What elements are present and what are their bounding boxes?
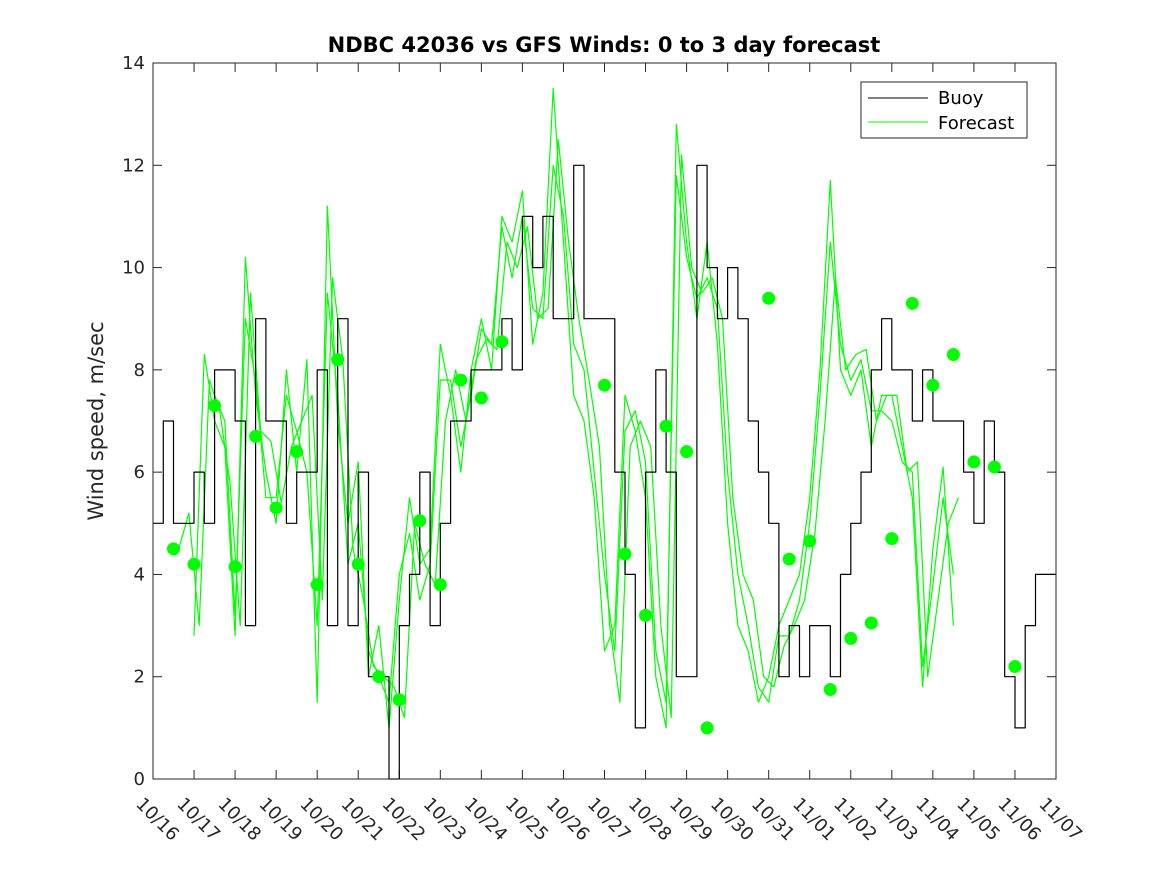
forecast-marker <box>372 670 386 684</box>
y-tick-label: 12 <box>122 155 145 176</box>
forecast-marker <box>762 291 776 305</box>
x-tick-label: 11/06 <box>993 794 1045 846</box>
y-tick-label: 6 <box>134 462 145 483</box>
y-axis-label: Wind speed, m/sec <box>84 321 108 520</box>
x-tick-label: 10/20 <box>296 794 348 846</box>
forecast-marker <box>454 373 468 387</box>
x-tick-label: 11/04 <box>911 794 963 846</box>
x-tick-label: 10/17 <box>173 794 225 846</box>
x-tick-label: 10/25 <box>501 794 553 846</box>
plot-frame <box>152 62 1057 780</box>
forecast-marker <box>782 552 796 566</box>
legend: Buoy Forecast <box>860 81 1028 139</box>
forecast-marker <box>598 378 611 392</box>
x-tick-label: 11/02 <box>829 794 881 846</box>
forecast-marker <box>967 455 981 469</box>
x-tick-label: 11/05 <box>952 794 1004 846</box>
x-tick-label: 10/22 <box>378 794 430 846</box>
x-tick-label: 10/28 <box>624 794 676 846</box>
forecast-marker <box>639 608 653 622</box>
marker-layer <box>167 291 1022 735</box>
forecast-marker <box>885 532 899 546</box>
forecast-marker <box>433 578 447 592</box>
x-tick-label: 10/18 <box>214 794 266 846</box>
axis-ticks <box>152 62 1057 780</box>
forecast-marker <box>167 542 181 556</box>
forecast-marker <box>618 547 632 561</box>
x-tick-label: 10/24 <box>460 794 512 846</box>
forecast-marker <box>700 721 714 735</box>
x-tick-label: 10/30 <box>706 794 758 846</box>
forecast-marker <box>495 335 509 349</box>
x-tick-label: 11/01 <box>788 794 840 846</box>
forecast-marker <box>905 296 919 310</box>
x-tick-label: 10/21 <box>337 794 389 846</box>
y-tick-label: 4 <box>134 564 145 585</box>
y-tick-label: 10 <box>122 258 145 279</box>
forecast-marker <box>392 693 406 707</box>
x-tick-label: 10/29 <box>665 794 717 846</box>
series-layer <box>153 87 1056 780</box>
chart-title: NDBC 42036 vs GFS Winds: 0 to 3 day fore… <box>328 33 881 57</box>
plot-area <box>153 63 1056 779</box>
forecast-marker <box>290 445 304 459</box>
x-tick-label: 11/07 <box>1034 794 1086 846</box>
forecast-marker <box>269 501 283 515</box>
forecast-marker <box>228 560 242 574</box>
legend-box <box>860 81 1028 139</box>
forecast-marker <box>331 353 345 367</box>
x-tick-label: 10/27 <box>583 794 635 846</box>
forecast-marker <box>844 631 858 645</box>
forecast-marker <box>208 399 222 413</box>
forecast-marker <box>864 616 878 630</box>
forecast-marker <box>659 419 673 433</box>
forecast-marker <box>249 429 263 443</box>
forecast-marker <box>474 391 488 405</box>
x-tick-label: 10/16 <box>131 794 183 846</box>
buoy-line <box>153 164 1056 780</box>
forecast-marker <box>413 514 427 528</box>
x-tick-label: 10/26 <box>542 794 594 846</box>
forecast-marker <box>987 460 1001 474</box>
y-tick-labels: 0 2 4 6 8 10 12 14 <box>122 53 145 790</box>
legend-label-buoy: Buoy <box>938 88 984 109</box>
forecast-marker <box>187 557 201 571</box>
forecast-marker <box>946 348 960 362</box>
x-tick-label: 10/19 <box>255 794 307 846</box>
y-tick-label: 0 <box>134 769 145 790</box>
y-tick-label: 14 <box>122 53 145 74</box>
forecast-marker <box>926 378 940 392</box>
forecast-marker <box>803 534 817 548</box>
x-tick-labels: 10/1610/1710/1810/1910/2010/2110/2210/23… <box>131 794 1086 846</box>
y-tick-label: 8 <box>134 360 145 381</box>
y-tick-label: 2 <box>134 667 145 688</box>
forecast-marker <box>351 557 365 571</box>
forecast-marker <box>680 445 694 459</box>
legend-label-forecast: Forecast <box>938 113 1014 134</box>
forecast-run-line-2 <box>193 87 954 729</box>
forecast-marker <box>1008 659 1022 673</box>
x-tick-label: 10/23 <box>419 794 471 846</box>
forecast-marker <box>310 578 324 592</box>
x-tick-label: 10/31 <box>747 794 799 846</box>
x-tick-label: 11/03 <box>870 794 922 846</box>
forecast-marker <box>823 683 837 696</box>
